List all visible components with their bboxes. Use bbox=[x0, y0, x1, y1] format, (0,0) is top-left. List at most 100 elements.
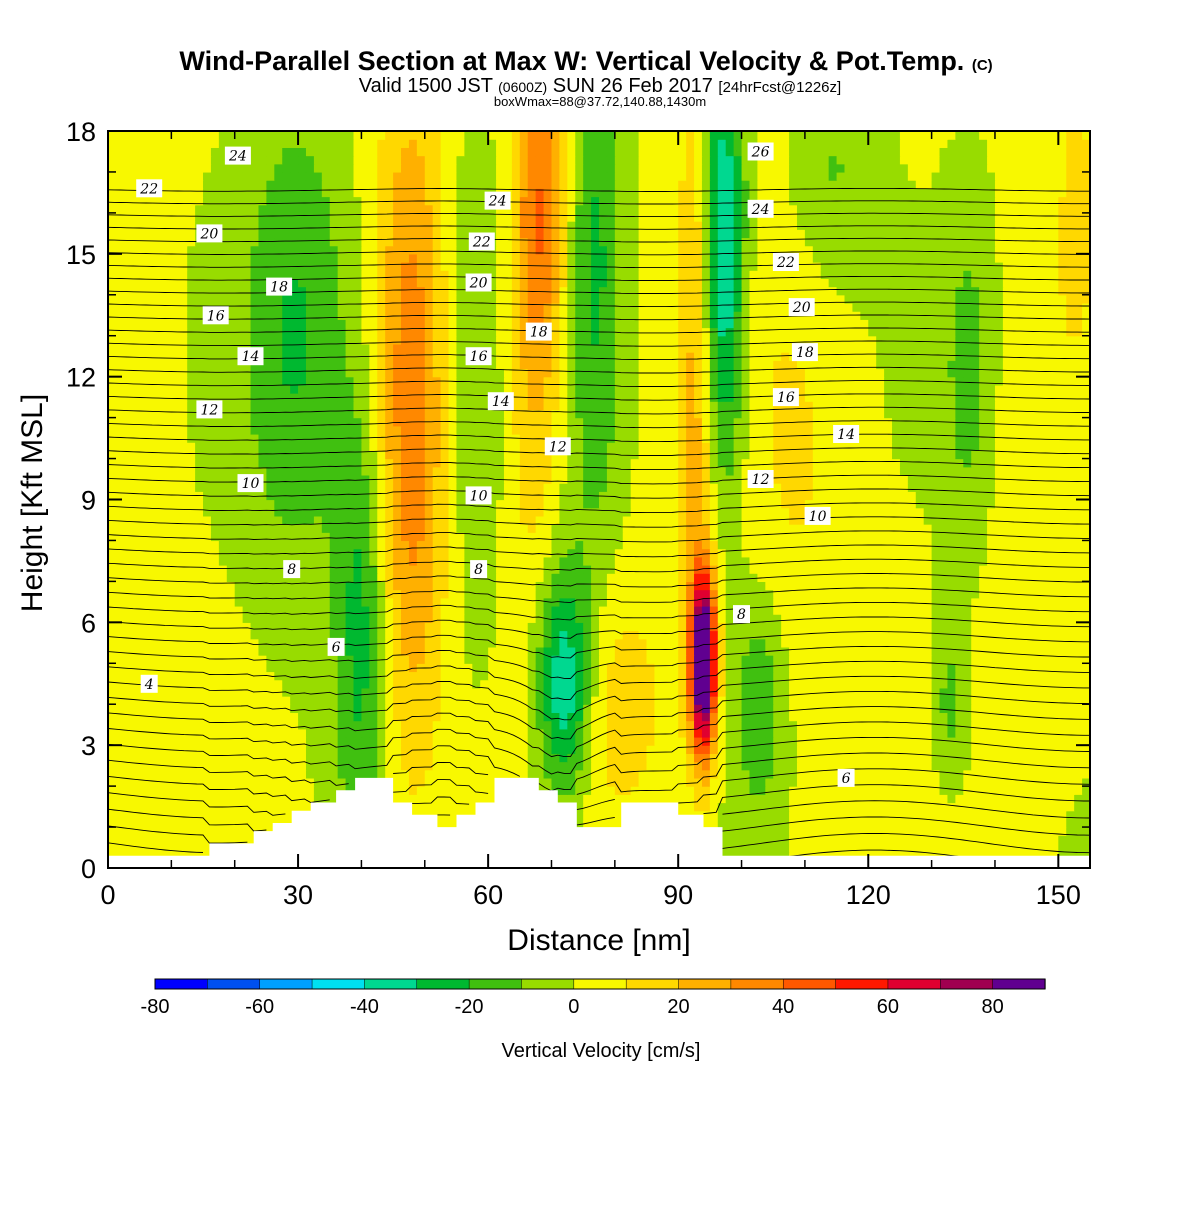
velocity-cell bbox=[472, 548, 481, 558]
velocity-cell bbox=[377, 605, 386, 615]
velocity-cell bbox=[424, 769, 434, 779]
velocity-cell bbox=[796, 622, 806, 632]
velocity-cell bbox=[701, 581, 711, 591]
velocity-cell bbox=[860, 818, 869, 828]
velocity-cell bbox=[670, 736, 679, 746]
velocity-cell bbox=[353, 605, 363, 615]
velocity-cell bbox=[781, 573, 790, 582]
velocity-cell bbox=[559, 605, 568, 615]
velocity-cell bbox=[226, 605, 236, 615]
velocity-cell bbox=[614, 556, 624, 566]
velocity-cell bbox=[733, 769, 743, 779]
velocity-cell bbox=[812, 589, 822, 599]
velocity-cell bbox=[994, 565, 1004, 574]
velocity-cell bbox=[401, 630, 410, 640]
velocity-cell bbox=[393, 777, 402, 787]
velocity-cell bbox=[115, 638, 125, 648]
velocity-cell bbox=[828, 565, 838, 574]
velocity-cell bbox=[543, 679, 553, 689]
velocity-cell bbox=[1050, 761, 1059, 771]
velocity-cell bbox=[963, 548, 972, 558]
velocity-cell bbox=[385, 548, 394, 558]
velocity-cell bbox=[599, 786, 608, 795]
velocity-cell bbox=[638, 663, 648, 673]
velocity-cell bbox=[1026, 761, 1036, 771]
velocity-cell bbox=[108, 597, 117, 607]
velocity-cell bbox=[749, 589, 758, 599]
velocity-cell bbox=[1034, 548, 1044, 558]
velocity-cell bbox=[1050, 786, 1059, 795]
velocity-cell bbox=[630, 646, 640, 656]
velocity-cell bbox=[844, 786, 854, 795]
velocity-cell bbox=[963, 835, 972, 845]
velocity-cell bbox=[266, 777, 275, 787]
velocity-cell bbox=[313, 728, 323, 738]
velocity-cell bbox=[179, 573, 188, 582]
velocity-cell bbox=[195, 728, 204, 738]
velocity-cell bbox=[599, 540, 608, 550]
velocity-cell bbox=[812, 745, 822, 754]
velocity-cell bbox=[907, 761, 917, 771]
velocity-cell bbox=[820, 843, 830, 853]
velocity-cell bbox=[899, 696, 909, 705]
velocity-cell bbox=[305, 630, 315, 640]
velocity-cell bbox=[709, 573, 719, 582]
velocity-cell bbox=[543, 573, 553, 582]
velocity-cell bbox=[804, 540, 814, 550]
velocity-cell bbox=[892, 548, 901, 558]
velocity-cell bbox=[393, 786, 402, 795]
velocity-cell bbox=[907, 573, 917, 582]
velocity-cell bbox=[733, 736, 743, 746]
velocity-cell bbox=[844, 597, 854, 607]
velocity-cell bbox=[147, 696, 157, 705]
velocity-cell bbox=[694, 687, 703, 697]
velocity-cell bbox=[401, 679, 410, 689]
velocity-cell bbox=[218, 827, 228, 836]
velocity-cell bbox=[757, 777, 766, 787]
velocity-cell bbox=[408, 753, 418, 763]
velocity-cell bbox=[290, 802, 299, 812]
velocity-cell bbox=[1066, 794, 1075, 804]
velocity-cell bbox=[694, 712, 703, 722]
velocity-cell bbox=[472, 597, 481, 607]
velocity-cell bbox=[1034, 835, 1044, 845]
velocity-cell bbox=[947, 655, 956, 664]
velocity-cell bbox=[931, 728, 941, 738]
velocity-cell bbox=[432, 802, 442, 812]
velocity-cell bbox=[369, 712, 378, 722]
velocity-cell bbox=[884, 728, 893, 738]
velocity-cell bbox=[939, 761, 949, 771]
velocity-cell bbox=[448, 736, 458, 746]
velocity-cell bbox=[377, 581, 386, 591]
velocity-cell bbox=[345, 745, 355, 754]
velocity-cell bbox=[298, 597, 307, 607]
velocity-cell bbox=[773, 827, 782, 836]
velocity-cell bbox=[472, 769, 481, 779]
velocity-cell bbox=[979, 777, 988, 787]
velocity-cell bbox=[583, 565, 592, 574]
velocity-cell bbox=[1074, 630, 1083, 640]
velocity-cell bbox=[401, 597, 410, 607]
velocity-cell bbox=[796, 614, 806, 623]
velocity-cell bbox=[757, 565, 766, 574]
velocity-cell bbox=[963, 745, 972, 754]
velocity-cell bbox=[757, 802, 766, 812]
velocity-cell bbox=[678, 745, 687, 754]
velocity-cell bbox=[567, 614, 576, 623]
velocity-cell bbox=[1010, 646, 1020, 656]
velocity-cell bbox=[195, 687, 204, 697]
velocity-cell bbox=[591, 556, 600, 566]
velocity-cell bbox=[369, 761, 378, 771]
velocity-cell bbox=[994, 581, 1004, 591]
velocity-cell bbox=[701, 736, 711, 746]
velocity-cell bbox=[796, 794, 806, 804]
velocity-cell bbox=[535, 589, 545, 599]
velocity-cell bbox=[622, 614, 632, 623]
velocity-cell bbox=[115, 753, 125, 763]
velocity-cell bbox=[456, 655, 465, 664]
velocity-cell bbox=[892, 843, 901, 853]
velocity-cell bbox=[551, 663, 560, 673]
velocity-cell bbox=[393, 745, 402, 754]
velocity-cell bbox=[646, 696, 656, 705]
velocity-cell bbox=[480, 646, 489, 656]
